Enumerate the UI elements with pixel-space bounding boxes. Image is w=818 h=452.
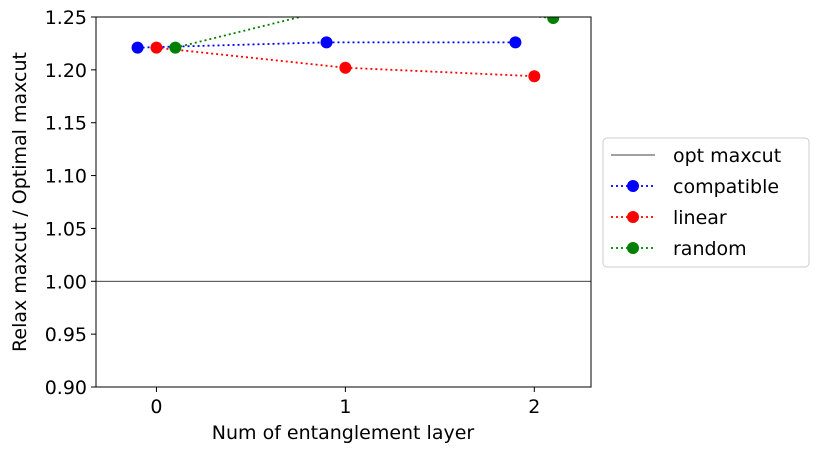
y-tick-label: 1.15 <box>45 113 87 135</box>
series-line-linear <box>156 46 535 78</box>
legend-marker-linear <box>627 211 639 223</box>
data-point-linear <box>528 70 541 83</box>
data-point-linear <box>150 41 163 54</box>
x-tick-label: 2 <box>528 396 540 418</box>
legend-label: random <box>673 238 747 260</box>
y-axis: 0.90 0.95 1.00 1.05 1.10 1.15 1.20 1.25 <box>45 7 96 399</box>
legend-label: opt maxcut <box>673 145 781 167</box>
y-tick-label: 1.00 <box>45 271 87 293</box>
data-point-random <box>358 0 370 7</box>
legend-marker-random <box>627 242 639 254</box>
plot-frame <box>95 16 592 388</box>
legend-label: compatible <box>673 176 779 198</box>
y-tick-label: 0.90 <box>45 377 87 399</box>
x-tick-label: 0 <box>150 396 162 418</box>
plot-area <box>96 0 591 282</box>
data-point-random <box>547 17 560 25</box>
legend-label: linear <box>673 207 727 229</box>
legend-frame <box>602 137 810 268</box>
x-tick-label: 1 <box>339 396 351 418</box>
y-tick-label: 0.95 <box>45 324 87 346</box>
legend: opt maxcut compatible linear random <box>602 137 810 268</box>
series-line-random <box>175 17 554 49</box>
data-point-linear <box>339 61 352 74</box>
y-axis-label: Relax maxcut / Optimal maxcut <box>9 52 31 352</box>
y-tick-label: 1.25 <box>45 7 87 29</box>
y-tick-label: 1.10 <box>45 166 87 188</box>
y-tick-label: 1.05 <box>45 218 87 240</box>
data-point-compatible <box>509 36 522 49</box>
data-point-compatible <box>320 36 333 49</box>
legend-marker-compatible <box>627 180 639 192</box>
data-point-random <box>169 41 182 54</box>
x-axis: 0 1 2 <box>150 387 540 418</box>
data-point-compatible <box>131 41 144 54</box>
y-tick-label: 1.20 <box>45 60 87 82</box>
x-axis-label: Num of entanglement layer <box>212 422 475 444</box>
